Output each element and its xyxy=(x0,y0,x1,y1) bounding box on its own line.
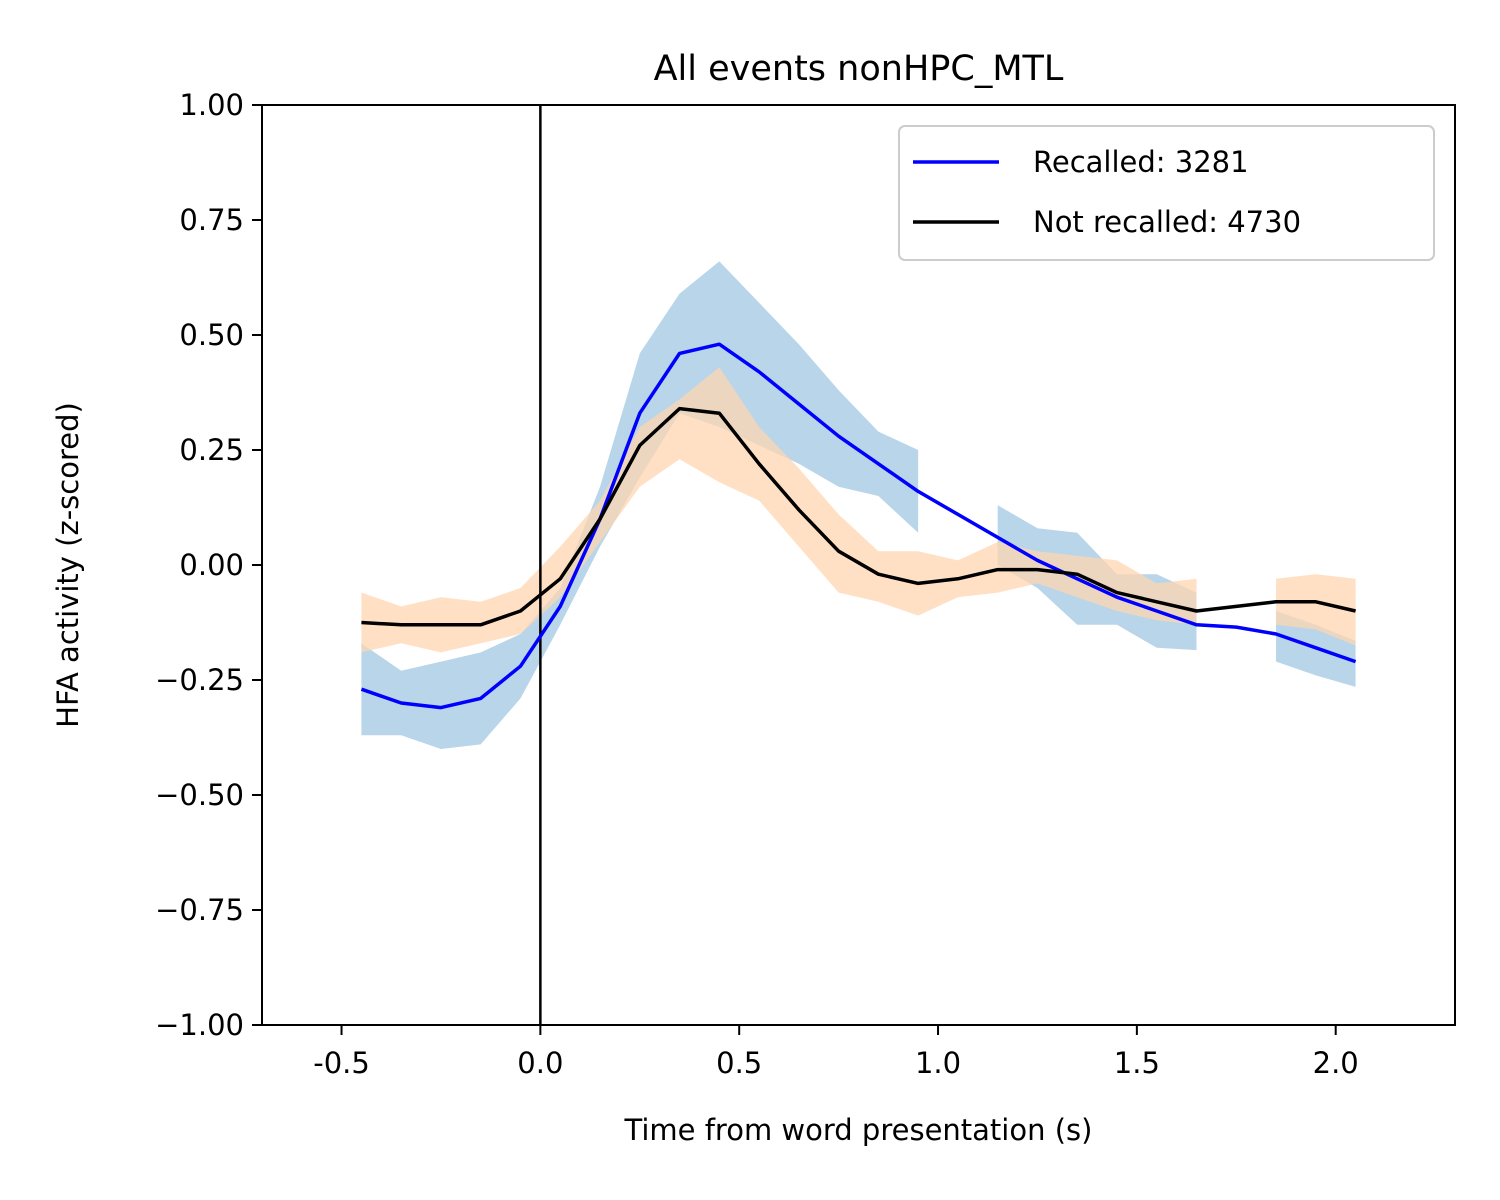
x-tick-label: 0.0 xyxy=(517,1046,563,1080)
y-axis-ticks: 1.00 0.75 0.50 0.25 0.00 −0.25 −0.50 −0.75 −1.00 xyxy=(155,88,262,1042)
x-tick-label: 2.0 xyxy=(1313,1046,1359,1080)
y-tick-label: 0.25 xyxy=(179,433,244,467)
series-0-band xyxy=(361,261,919,749)
y-tick-label: −1.00 xyxy=(155,1008,244,1042)
y-tick-label: 0.00 xyxy=(179,548,244,582)
y-axis-label: HFA activity (z-scored) xyxy=(51,402,85,728)
x-tick-label: -0.5 xyxy=(313,1046,370,1080)
x-tick-label: 1.5 xyxy=(1114,1046,1160,1080)
y-tick-label: 0.50 xyxy=(179,318,244,352)
chart-title: All events nonHPC_MTL xyxy=(654,49,1064,89)
x-axis-label: Time from word presentation (s) xyxy=(624,1113,1093,1147)
series-lines xyxy=(360,342,1357,710)
y-tick-label: 1.00 xyxy=(179,88,244,122)
x-tick-label: 0.5 xyxy=(716,1046,762,1080)
legend-box xyxy=(898,125,1435,261)
series-0-line xyxy=(360,342,1357,710)
legend: Recalled: 3281 Not recalled: 4730 xyxy=(898,125,1435,261)
x-tick-label: 1.0 xyxy=(915,1046,961,1080)
series-1-band xyxy=(1276,574,1356,646)
y-tick-label: −0.50 xyxy=(155,778,244,812)
y-tick-label: 0.75 xyxy=(179,203,244,237)
legend-label-0: Recalled: 3281 xyxy=(1033,145,1249,179)
legend-label-1: Not recalled: 4730 xyxy=(1033,205,1301,239)
series-1-line xyxy=(361,406,1356,627)
x-axis-ticks: -0.5 0.0 0.5 1.0 1.5 2.0 xyxy=(313,1025,1359,1080)
y-tick-label: −0.25 xyxy=(155,663,244,697)
y-tick-label: −0.75 xyxy=(155,893,244,927)
